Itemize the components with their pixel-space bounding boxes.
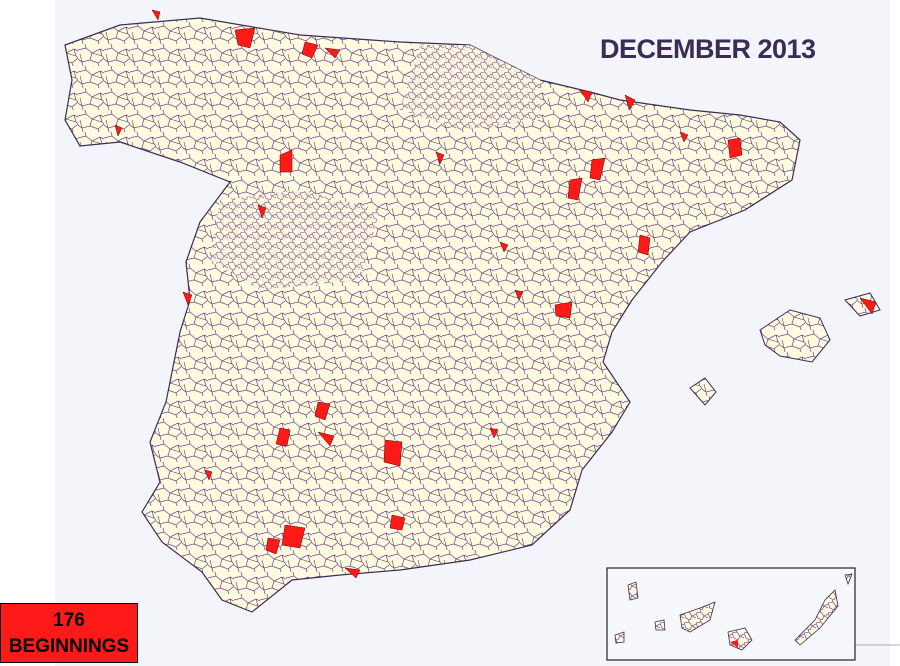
counter-value: 176 [53,610,85,631]
counter-box: 176 BEGINNINGS [0,603,138,663]
active-area [730,640,738,648]
active-areas [114,9,877,579]
north-dense [210,45,540,290]
counter-label: BEGINNINGS [8,636,130,657]
mainland [64,17,801,613]
map-title: DECEMBER 2013 [600,34,816,64]
canary-islands [614,573,853,651]
